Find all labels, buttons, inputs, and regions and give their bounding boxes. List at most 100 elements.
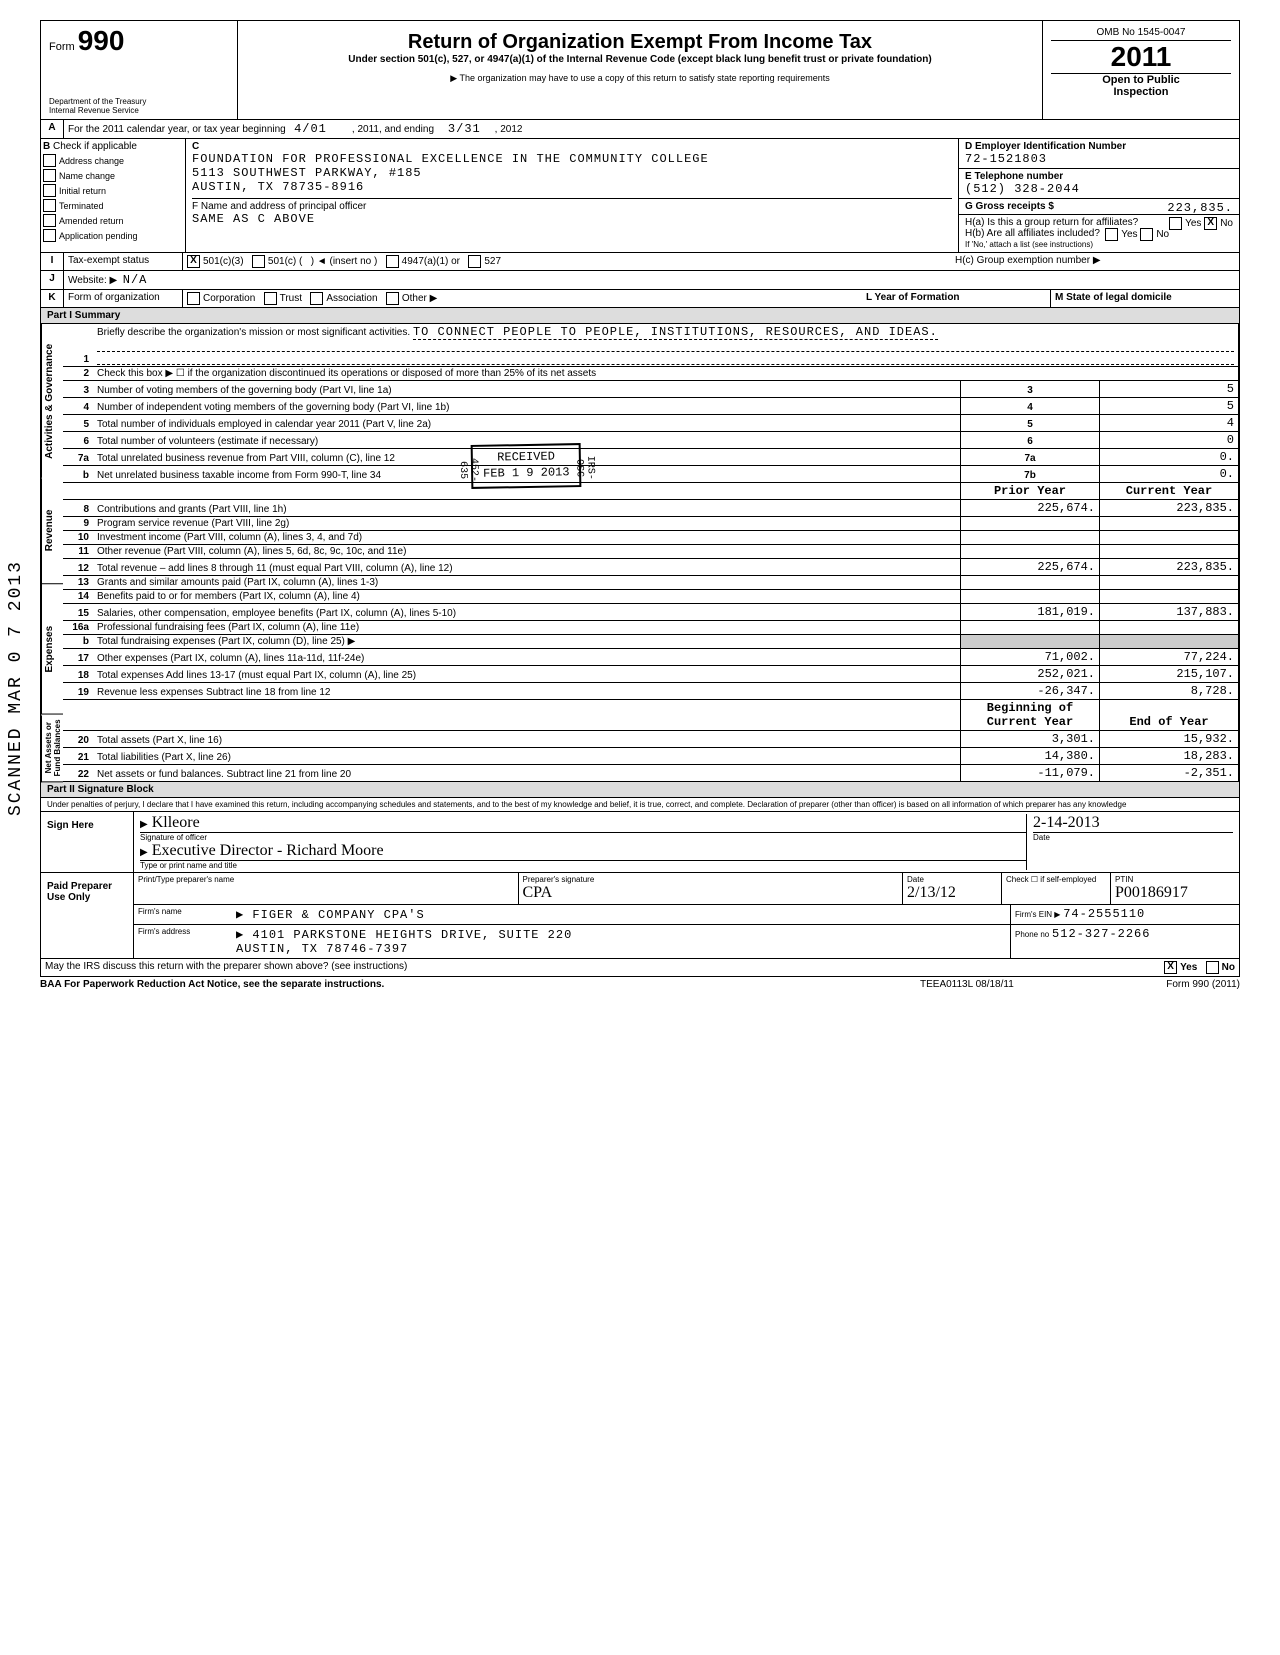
line-1-text: Briefly describe the organization's miss… <box>97 327 410 338</box>
prep-sig-label: Preparer's signature <box>523 875 899 884</box>
label-ha: H(a) Is this a group return for affiliat… <box>965 217 1138 228</box>
form-title: Return of Organization Exempt From Incom… <box>246 31 1034 54</box>
stamp-received: RECEIVED <box>483 449 570 465</box>
label-k: K <box>41 290 64 307</box>
label-e: E Telephone number <box>965 171 1063 182</box>
chk-ha-yes[interactable] <box>1169 217 1182 230</box>
chk-terminated[interactable] <box>43 199 56 212</box>
footer-code: TEEA0113L 08/18/11 <box>920 979 1100 990</box>
paid-preparer-label: Paid Preparer Use Only <box>41 873 134 958</box>
open-public-2: Inspection <box>1051 86 1231 98</box>
website: N/A <box>123 273 148 287</box>
officer-name-title: Executive Director - Richard Moore <box>152 842 384 859</box>
stamp-irs-osc: IRS-OSC <box>573 451 596 485</box>
row-j: J Website: ▶ N/A <box>40 271 1240 290</box>
label-b: B <box>43 141 50 152</box>
chk-501c[interactable] <box>252 255 265 268</box>
discuss-yes: Yes <box>1180 962 1197 973</box>
h-note: If 'No,' attach a list (see instructions… <box>965 240 1093 249</box>
tax-year-begin: 4/01 <box>294 122 327 136</box>
firm-addr-label: Firm's address <box>134 925 232 958</box>
tax-year-end: 3/31 <box>448 122 481 136</box>
discuss-no: No <box>1222 962 1235 973</box>
form-label: Form <box>49 41 75 53</box>
chk-corporation[interactable] <box>187 292 200 305</box>
label-f: F Name and address of principal officer <box>192 201 366 212</box>
form-note: ▶ The organization may have to use a cop… <box>246 73 1034 84</box>
chk-name-change[interactable] <box>43 169 56 182</box>
chk-application-pending[interactable] <box>43 229 56 242</box>
col-current-year: Current Year <box>1100 483 1239 500</box>
prep-self-employed: Check ☐ if self-employed <box>1002 873 1111 904</box>
chk-527[interactable] <box>468 255 481 268</box>
signature-block: Sign Here Klleore Signature of officer E… <box>40 812 1240 959</box>
firm-ein: 74-2555110 <box>1063 907 1145 921</box>
ein: 72-1521803 <box>965 152 1047 166</box>
sign-here-label: Sign Here <box>41 812 134 872</box>
section-b: B Check if applicable Address change Nam… <box>40 139 1240 253</box>
label-d: D Employer Identification Number <box>965 141 1126 152</box>
principal-officer: SAME AS C ABOVE <box>192 212 315 226</box>
officer-signature: Klleore <box>152 814 200 831</box>
chk-ha-no[interactable] <box>1204 217 1217 230</box>
opt-other: Other ▶ <box>402 293 437 304</box>
firm-address: ▶ 4101 PARKSTONE HEIGHTS DRIVE, SUITE 22… <box>232 925 1010 958</box>
gross-receipts: 223,835. <box>1167 201 1233 215</box>
firm-phone-label: Phone no <box>1015 930 1049 939</box>
lbl-amended-return: Amended return <box>59 216 124 226</box>
row-a-endyear: , 2012 <box>495 124 523 135</box>
chk-association[interactable] <box>310 292 323 305</box>
check-if-applicable: Check if applicable <box>53 141 137 152</box>
row-a: A For the 2011 calendar year, or tax yea… <box>40 120 1240 139</box>
sig-date: 2-14-2013 <box>1033 814 1100 831</box>
opt-association: Association <box>326 293 377 304</box>
row-j-text: Website: ▶ <box>68 275 117 286</box>
label-g: G Gross receipts $ <box>965 201 1054 212</box>
label-hb: H(b) Are all affiliates included? <box>965 228 1100 239</box>
chk-trust[interactable] <box>264 292 277 305</box>
lbl-address-change: Address change <box>59 156 124 166</box>
opt-501c: 501(c) ( <box>268 256 302 267</box>
ptin-label: PTIN <box>1115 875 1235 884</box>
chk-501c3[interactable] <box>187 255 200 268</box>
opt-corporation: Corporation <box>203 293 255 304</box>
chk-4947[interactable] <box>386 255 399 268</box>
chk-discuss-no[interactable] <box>1206 961 1219 974</box>
form-number: 990 <box>78 25 125 56</box>
dept-treasury: Department of the Treasury Internal Reve… <box>49 97 229 115</box>
sig-date-label: Date <box>1033 833 1233 842</box>
chk-hb-no[interactable] <box>1140 228 1153 241</box>
label-a: A <box>41 120 64 138</box>
row-a-mid: , 2011, and ending <box>352 124 434 135</box>
lbl-terminated: Terminated <box>59 201 104 211</box>
label-m: M State of legal domicile <box>1055 292 1172 303</box>
received-stamp: RECEIVED FEB 1 9 2013 IRS-OSC 452-635 <box>471 443 582 489</box>
row-a-text1: For the 2011 calendar year, or tax year … <box>68 124 286 135</box>
org-addr1: 5113 SOUTHWEST PARKWAY, #185 <box>192 166 422 180</box>
chk-discuss-yes[interactable] <box>1164 961 1177 974</box>
org-addr2: AUSTIN, TX 78735-8916 <box>192 180 364 194</box>
ptin: P00186917 <box>1115 884 1188 901</box>
row-i: I Tax-exempt status 501(c)(3) 501(c) ( )… <box>40 253 1240 271</box>
label-i: I <box>41 253 64 270</box>
side-governance: Activities & Governance <box>41 324 63 478</box>
form-subtitle: Under section 501(c), 527, or 4947(a)(1)… <box>246 54 1034 65</box>
chk-amended-return[interactable] <box>43 214 56 227</box>
opt-501c3: 501(c)(3) <box>203 256 244 267</box>
sig-officer-label: Signature of officer <box>140 833 1026 842</box>
chk-hb-yes[interactable] <box>1105 228 1118 241</box>
firm-ein-label: Firm's EIN ▶ <box>1015 910 1060 919</box>
prep-date: 2/13/12 <box>907 884 956 901</box>
chk-address-change[interactable] <box>43 154 56 167</box>
chk-initial-return[interactable] <box>43 184 56 197</box>
row-i-text: Tax-exempt status <box>64 253 183 270</box>
stamp-dln: 452-635 <box>457 453 480 487</box>
chk-other[interactable] <box>386 292 399 305</box>
org-name: FOUNDATION FOR PROFESSIONAL EXCELLENCE I… <box>192 152 709 166</box>
lbl-name-change: Name change <box>59 171 115 181</box>
line-2-text: Check this box ▶ ☐ if the organization d… <box>93 367 1239 381</box>
label-j: J <box>41 271 64 289</box>
perjury-declaration: Under penalties of perjury, I declare th… <box>40 798 1240 812</box>
row-k: K Form of organization Corporation Trust… <box>40 290 1240 308</box>
opt-trust: Trust <box>280 293 302 304</box>
